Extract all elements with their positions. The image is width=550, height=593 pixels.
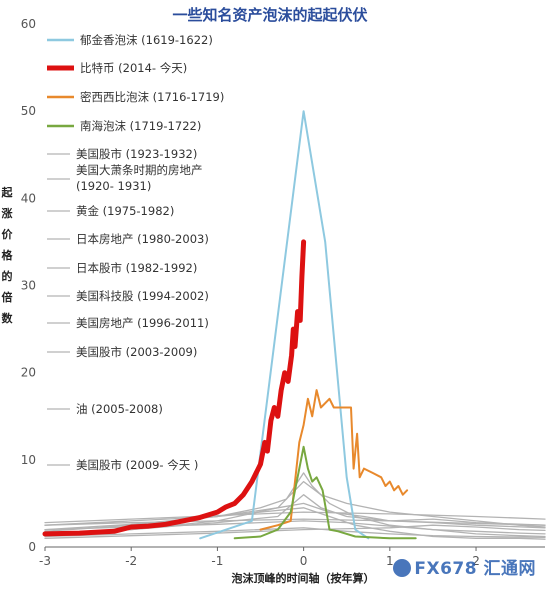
y-axis-label-char: 倍 [2, 290, 13, 304]
series-line-9 [44, 472, 546, 538]
series-line-13 [44, 524, 546, 539]
y-axis-label-char: 涨 [2, 206, 13, 220]
y-tick-label: 30 [21, 279, 36, 293]
axes-layer: 0 10 20 30 40 50 60 -3 -2 -1 0 1 2 [21, 17, 545, 568]
series-line-7 [44, 511, 546, 524]
y-axis-label-char: 格 [2, 248, 14, 262]
x-tick-label: -2 [125, 554, 137, 568]
y-tick-label: 20 [21, 366, 36, 380]
legend-label-2: 密西西比泡沫 (1716-1719) [80, 90, 224, 104]
legend-label-3: 南海泡沫 (1719-1722) [80, 119, 201, 133]
legend-label-10: 美国房地产 (1996-2011) [76, 316, 209, 330]
legend-label-0: 郁金香泡沫 (1619-1622) [80, 33, 213, 47]
legend-label-13: 美国股市 (2009- 今天 ) [76, 458, 198, 472]
y-axis-label-char: 数 [2, 311, 14, 325]
y-axis-label-char: 价 [2, 228, 14, 241]
x-tick-label: 2 [472, 554, 480, 568]
x-axis-label: 泡沫顶峰的时间轴（按年算） [232, 571, 375, 585]
chart-title: 一些知名资产泡沫的起起伏伏 [172, 6, 367, 24]
y-tick-label: 40 [21, 191, 36, 205]
y-tick-label: 10 [21, 453, 36, 467]
series-line-10 [44, 518, 546, 526]
legend-label-7: 日本房地产 (1980-2003) [76, 232, 209, 246]
series-line-6 [44, 480, 546, 535]
legend-label-5: 美国大萧条时期的房地产(1920- 1931) [76, 163, 203, 193]
y-tick-label: 50 [21, 104, 36, 118]
x-tick-label: 1 [386, 554, 394, 568]
watermark: FX678 汇通网 [393, 554, 536, 579]
legend-label-1: 比特币 (2014- 今天) [80, 61, 187, 75]
watermark-text: FX678 汇通网 [414, 559, 536, 579]
series-line-3 [233, 445, 417, 540]
y-axis-label-char: 起 [1, 185, 14, 199]
legend-label-9: 美国科技股 (1994-2002) [76, 289, 209, 303]
series-line-12 [44, 494, 546, 535]
legend-label-11: 美国股市 (2003-2009) [76, 345, 197, 359]
legend-label-8: 日本股市 (1982-1992) [76, 261, 197, 275]
legend-label-4: 美国股市 (1923-1932) [76, 147, 197, 161]
watermark-logo-icon [393, 559, 412, 577]
y-tick-label: 0 [28, 540, 36, 554]
x-tick-label: 0 [300, 554, 308, 568]
series-line-11 [44, 527, 546, 539]
legend: 郁金香泡沫 (1619-1622) 比特币 (2014- 今天) 密西西比泡沫 (1… [47, 33, 224, 472]
y-tick-label: 60 [21, 17, 36, 31]
series-line-1 [42, 239, 307, 537]
series-line-0 [199, 110, 370, 540]
legend-label-12: 油 (2005-2008) [76, 402, 163, 416]
legend-label-6: 黄金 (1975-1982) [76, 204, 174, 218]
x-tick-label: -1 [211, 554, 223, 568]
x-tick-label: -3 [39, 554, 51, 568]
series-layer [42, 110, 546, 540]
y-axis-label-char: 的 [2, 269, 13, 283]
series-line-2 [259, 389, 409, 531]
